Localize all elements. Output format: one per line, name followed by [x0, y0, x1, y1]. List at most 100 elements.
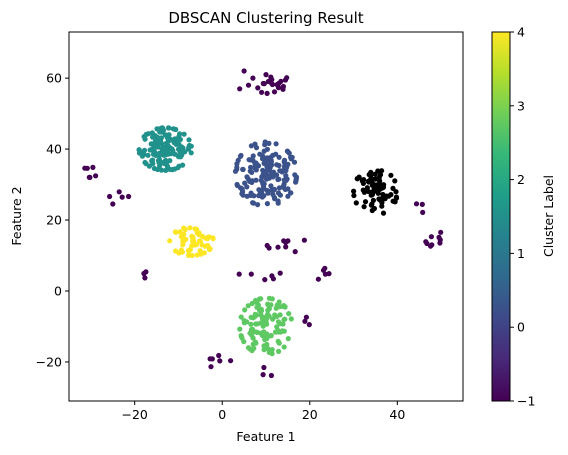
data-point: [369, 191, 375, 198]
data-point: [388, 172, 394, 178]
data-point: [151, 165, 157, 172]
data-point: [263, 171, 269, 177]
data-point: [136, 147, 142, 153]
data-point: [167, 238, 173, 244]
data-point: [288, 316, 294, 322]
data-point: [250, 75, 256, 81]
data-point: [261, 343, 267, 349]
data-point: [186, 252, 192, 258]
data-point: [263, 317, 269, 323]
data-point: [263, 333, 269, 340]
data-point: [145, 131, 151, 137]
data-point: [207, 246, 213, 252]
data-point: [161, 159, 167, 165]
data-point: [237, 86, 243, 92]
data-point: [244, 193, 250, 199]
data-point: [165, 138, 172, 144]
data-point: [247, 330, 253, 336]
data-point: [158, 167, 165, 173]
data-point: [438, 229, 444, 235]
data-point: [291, 159, 298, 165]
data-point: [209, 356, 215, 362]
data-point: [260, 372, 266, 378]
data-point: [293, 178, 299, 184]
data-point: [382, 196, 388, 202]
data-point: [141, 270, 147, 277]
data-point: [281, 328, 287, 334]
data-point: [153, 138, 159, 144]
data-point: [265, 307, 271, 313]
data-point: [236, 271, 242, 277]
data-point: [277, 270, 283, 276]
data-point: [253, 321, 259, 327]
data-point: [90, 164, 96, 170]
data-point: [142, 136, 148, 142]
data-point: [188, 143, 194, 149]
data-point: [149, 158, 155, 164]
plot-frame: [68, 31, 464, 402]
data-point: [208, 364, 214, 370]
data-point: [366, 179, 372, 185]
data-point: [186, 137, 192, 143]
data-point: [197, 248, 203, 254]
data-point: [423, 239, 429, 245]
data-point: [428, 243, 434, 249]
data-point: [282, 186, 288, 192]
data-point: [271, 194, 277, 201]
data-point: [284, 164, 290, 170]
data-point: [258, 308, 265, 314]
data-point: [269, 273, 275, 279]
x-axis-title: Feature 1: [236, 429, 295, 444]
data-point: [181, 231, 187, 237]
colorbar-tick-label: 2: [517, 172, 525, 187]
data-point: [247, 178, 253, 184]
data-point: [255, 85, 261, 91]
data-point: [360, 180, 366, 186]
data-point: [277, 312, 283, 318]
data-point: [275, 176, 281, 183]
data-point: [187, 247, 193, 253]
data-point: [392, 178, 398, 184]
y-axis-ticks: −20 0 20 40 60: [36, 71, 69, 369]
data-point: [280, 86, 286, 92]
colorbar-tick-label: 4: [517, 25, 525, 40]
data-point: [437, 240, 443, 246]
data-point: [276, 299, 282, 305]
data-point: [280, 321, 286, 327]
data-point: [264, 187, 270, 194]
data-point: [172, 229, 178, 235]
data-point: [249, 347, 255, 353]
data-point: [263, 72, 269, 78]
data-point: [238, 314, 244, 320]
data-point: [259, 89, 265, 95]
data-point: [271, 89, 278, 95]
data-point: [393, 195, 400, 201]
data-point: [264, 146, 270, 152]
colorbar-tick-label: 3: [517, 98, 525, 113]
data-point: [413, 201, 420, 207]
data-point: [179, 144, 185, 150]
data-point: [289, 154, 295, 160]
data-point: [268, 372, 274, 379]
data-point: [283, 244, 289, 250]
data-point: [368, 173, 374, 179]
data-point: [156, 159, 162, 165]
data-point: [301, 237, 307, 243]
data-point: [190, 234, 196, 240]
data-point: [393, 189, 399, 195]
data-point: [264, 201, 270, 207]
data-point: [250, 157, 256, 164]
data-point: [199, 242, 205, 248]
data-point: [245, 82, 252, 88]
data-point: [275, 244, 281, 250]
data-point: [192, 241, 198, 247]
data-point: [277, 168, 283, 174]
data-point: [249, 326, 256, 332]
data-point: [277, 192, 283, 198]
data-point: [302, 318, 308, 324]
data-point: [273, 141, 279, 147]
data-point: [362, 199, 369, 205]
data-point: [160, 148, 166, 154]
data-point: [194, 252, 200, 258]
data-point: [250, 153, 256, 159]
